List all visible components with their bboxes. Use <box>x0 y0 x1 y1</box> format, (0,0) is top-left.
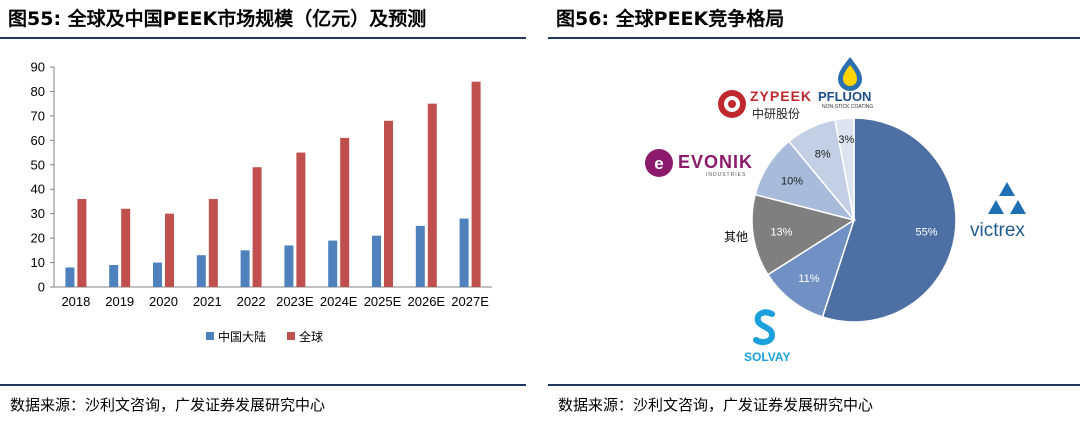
x-tick-label: 2022 <box>237 294 266 309</box>
title-rule <box>0 37 526 39</box>
bar-china <box>240 250 250 287</box>
bar-china <box>328 240 338 287</box>
victrex-wordmark: victrex <box>970 220 1025 241</box>
y-tick-label: 10 <box>31 255 45 270</box>
y-tick-label: 90 <box>31 60 45 75</box>
x-tick-label: 2026E <box>408 294 446 309</box>
x-tick-label: 2023E <box>276 294 314 309</box>
zypeek-chinese-name: 中研股份 <box>752 107 801 121</box>
bar-global <box>340 137 350 287</box>
y-tick-label: 60 <box>31 133 45 148</box>
zypeek-swirl-icon <box>718 90 746 118</box>
x-tick-label: 2025E <box>364 294 402 309</box>
x-tick-label: 2024E <box>320 294 358 309</box>
evonik-e-icon: e <box>645 149 673 177</box>
legend-label: 中国大陆 <box>218 329 266 344</box>
bar-global <box>427 103 437 288</box>
x-tick-label: 2021 <box>193 294 222 309</box>
y-tick-label: 0 <box>38 280 45 295</box>
pfluon-droplet-icon <box>838 57 862 91</box>
victrex-triangles-icon <box>988 182 1026 214</box>
bar-chart: 0 10 20 30 40 50 60 70 80 90 2018 2019 2020 2021 2022 2… <box>31 60 492 344</box>
y-tick-label: 70 <box>31 108 45 123</box>
y-tick-label: 50 <box>31 157 45 172</box>
pie-percent-label: 55% <box>916 226 938 238</box>
bar-china <box>196 255 206 287</box>
y-tick-label: 80 <box>31 84 45 99</box>
y-tick-label: 30 <box>31 206 45 221</box>
pie-percent-label: 11% <box>798 273 819 285</box>
bar-global <box>252 167 262 287</box>
solvay-s-icon <box>753 309 776 346</box>
zypeek-wordmark: ZYPEEK <box>750 88 813 104</box>
pie-percent-label: 3% <box>838 134 854 146</box>
pie-percent-label: 13% <box>770 226 792 238</box>
x-tick-label: 2020 <box>149 294 178 309</box>
pie-percent-label: 10% <box>781 176 803 188</box>
figure-56-title: 图56: 全球PEEK竞争格局 <box>556 8 785 30</box>
pie-slice <box>834 117 855 221</box>
y-tick-label: 40 <box>31 182 45 197</box>
pie-slice <box>751 193 856 276</box>
figure-56-source: 数据来源：沙利文咨询，广发证券发展研究中心 <box>558 396 874 414</box>
bar-global <box>165 213 174 287</box>
bar-axes: 0 10 20 30 40 50 60 70 80 90 2018 2019 2020 2021 2022 2… <box>31 60 492 309</box>
bar-china <box>65 267 75 287</box>
bar-china <box>109 265 119 287</box>
legend-label: 全球 <box>299 329 323 344</box>
bar-china <box>372 235 381 287</box>
svg-text:e: e <box>654 154 663 173</box>
legend-swatch <box>206 332 214 340</box>
solvay-wordmark: SOLVAY <box>744 350 791 364</box>
bar-global <box>384 120 393 288</box>
pie-slice <box>821 117 957 323</box>
bar-global <box>77 199 87 287</box>
source-rule <box>548 384 1080 386</box>
right-figure: 图56: 全球PEEK竞争格局 55% 11% 13% 10% 8% 3% 其他 ZYPEE… <box>548 0 1080 428</box>
x-tick-label: 2018 <box>61 294 90 309</box>
pie-marks <box>751 117 957 323</box>
source-rule <box>0 384 526 386</box>
pie-other-label: 其他 <box>724 230 748 244</box>
pfluon-wordmark: PFLUON <box>818 89 872 104</box>
pie-percent-label: 8% <box>815 149 831 161</box>
bar-china <box>415 225 425 287</box>
bar-marks <box>65 81 481 288</box>
title-rule <box>548 37 1080 39</box>
y-tick-label: 20 <box>31 231 45 246</box>
x-tick-label: 2019 <box>105 294 134 309</box>
left-figure: 图55: 全球及中国PEEK市场规模（亿元）及预测 0 10 20 30 40 50 60 7… <box>0 0 530 428</box>
figure-55-source: 数据来源：沙利文咨询，广发证券发展研究中心 <box>10 396 326 414</box>
bar-legend: 中国大陆 全球 <box>206 329 323 344</box>
figure-55-title: 图55: 全球及中国PEEK市场规模（亿元）及预测 <box>8 8 427 30</box>
bar-china <box>153 262 162 287</box>
bar-global <box>471 81 481 288</box>
bar-china <box>459 218 469 287</box>
bar-global <box>208 199 218 287</box>
evonik-wordmark: EVONIK <box>678 152 754 172</box>
bar-global <box>121 208 131 287</box>
pie-labels: 55% 11% 13% 10% 8% 3% 其他 <box>724 134 938 285</box>
pie-chart: 55% 11% 13% 10% 8% 3% 其他 <box>724 117 957 323</box>
legend-swatch <box>287 332 295 340</box>
bar-global <box>296 152 306 287</box>
pie-slice <box>766 218 856 318</box>
x-tick-label: 2027E <box>451 294 489 309</box>
pfluon-tagline: NON-STICK COATING <box>822 104 874 110</box>
bar-china <box>284 245 294 287</box>
evonik-tagline: INDUSTRIES <box>706 172 747 178</box>
